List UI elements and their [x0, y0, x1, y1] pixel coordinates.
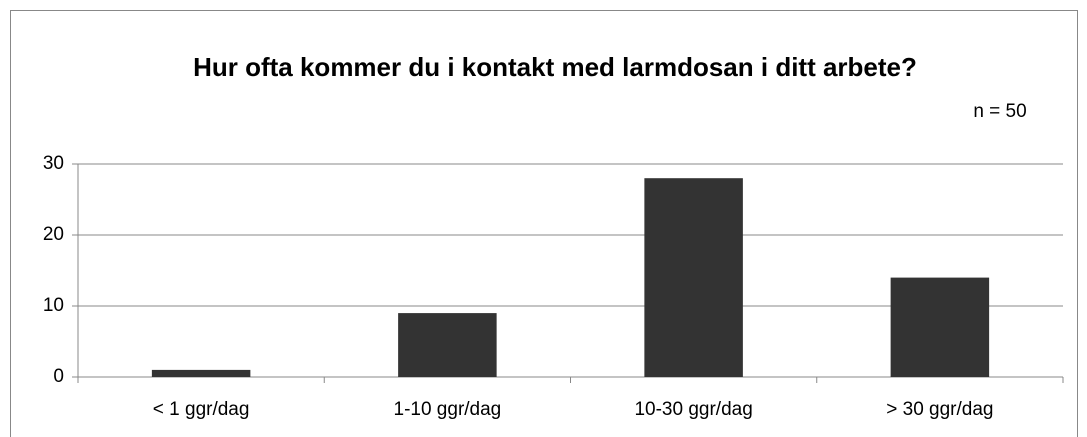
x-tick-label: 1-10 ggr/dag: [394, 399, 502, 420]
bar: [644, 178, 743, 377]
bar: [151, 369, 251, 377]
x-tick-label: < 1 ggr/dag: [153, 399, 250, 420]
x-tick-label: > 30 ggr/dag: [886, 399, 993, 420]
y-tick-label: 20: [43, 224, 64, 245]
chart-title: Hur ofta kommer du i kontakt med larmdos…: [193, 52, 917, 82]
chart-frame: [10, 10, 1078, 437]
bar: [890, 277, 990, 377]
y-tick-label: 10: [43, 295, 64, 316]
bar: [398, 313, 497, 377]
annotation: n = 50: [973, 101, 1026, 122]
x-tick-label: 10-30 ggr/dag: [634, 399, 752, 420]
title-box: Hur ofta kommer du i kontakt med larmdos…: [193, 52, 917, 82]
y-tick-label: 30: [43, 153, 64, 174]
y-tick-label: 0: [53, 366, 64, 387]
